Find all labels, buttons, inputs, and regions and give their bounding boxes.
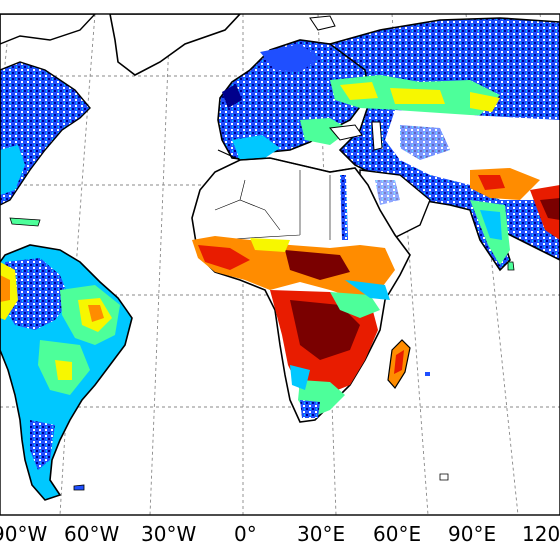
meridian-60w: [59, 14, 96, 515]
asia-landmass: [328, 17, 560, 272]
north-america-warm-patch: [0, 145, 25, 195]
south-georgia: [439, 473, 449, 481]
lon-label-120e: 120°E: [522, 522, 560, 546]
black-sea-outline: [329, 124, 363, 141]
nile-river-band: [340, 175, 348, 240]
meridian-30w: [149, 14, 171, 515]
map-frame: [0, 13, 560, 516]
graticule: [0, 14, 560, 515]
caspian-sea-outline: [371, 121, 383, 151]
svalbard-outline: [309, 15, 336, 31]
lon-label-30w: 30°W: [141, 522, 196, 546]
south-america-landmass: [0, 244, 133, 501]
meridian-30e: [317, 14, 337, 515]
meridian-90e: [465, 14, 519, 515]
lon-label-0: 0°: [234, 522, 257, 546]
arabia-speckle: [375, 180, 400, 205]
lon-label-90w: 90°W: [0, 522, 47, 546]
greenland-outline: [109, 14, 242, 76]
lon-label-90e: 90°E: [448, 522, 496, 546]
africa-landmass: [191, 157, 411, 423]
cuba-outline: [9, 217, 41, 227]
falkland-islands: [73, 484, 85, 491]
reunion-island: [425, 372, 430, 376]
lon-label-60w: 60°W: [64, 522, 119, 546]
sri-lanka: [507, 261, 515, 271]
lon-label-30e: 30°E: [297, 522, 345, 546]
longitude-axis: 90°W 60°W 30°W 0° 30°E 60°E 90°E 120°E: [0, 522, 560, 546]
mediterranean-coast: [217, 149, 356, 173]
europe-landmass: [217, 39, 371, 161]
meridian-60e: [391, 14, 429, 515]
madagascar-core: [394, 350, 404, 374]
lon-label-60e: 60°E: [373, 522, 421, 546]
arctic-islands-outline: [0, 14, 96, 45]
